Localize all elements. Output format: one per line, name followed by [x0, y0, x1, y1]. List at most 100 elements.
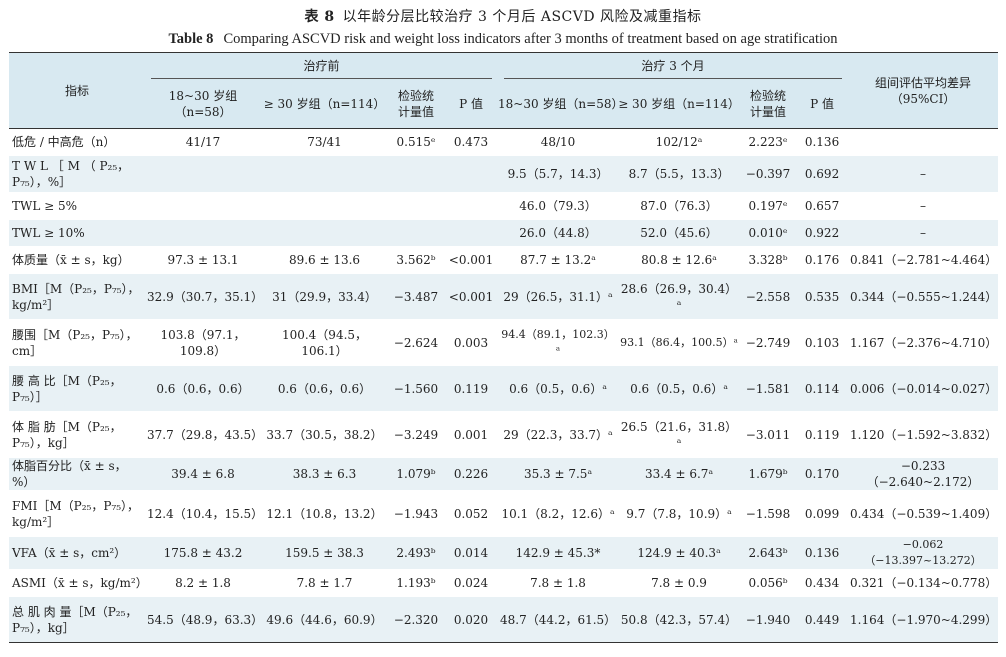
table-row-body-fat: 体 脂 肪［M（P₂₅，P₇₅），kg］ 37.7（29.8，43.5） 33.…	[9, 411, 999, 458]
cell-before-group-a	[145, 156, 261, 193]
cell-after-test-stat: 0.056ᵇ	[748, 576, 788, 590]
cell-after-group-b: 87.0（76.3）	[640, 199, 718, 213]
cell-before-group-a	[145, 193, 261, 220]
cell-before-p-value: 0.003	[453, 335, 489, 350]
cell-after-group-a: 29（26.5，31.1）ᵃ	[503, 289, 613, 304]
cell-mean-difference: 0.006（−0.014~0.027）	[850, 381, 998, 396]
cell-after-p-value: 0.136	[804, 546, 840, 560]
header-before-group-a: 18~30 岁组（n=58）	[145, 79, 261, 129]
cell-before-group-b: 33.7（30.5，38.2）	[266, 427, 383, 442]
cell-before-group-b: 73/41	[307, 135, 342, 149]
table-row-bmi: BMI［M（P₂₅，P₇₅），kg/m²］ 32.9（30.7，35.1） 31…	[9, 273, 999, 320]
cell-before-group-b	[261, 220, 388, 247]
row-label: 体 脂 肪［M（P₂₅，P₇₅），kg］	[12, 419, 122, 450]
cell-before-p-value	[444, 220, 498, 247]
cell-before-group-a: 175.8 ± 43.2	[163, 546, 243, 560]
cell-before-test-stat: 0.515ᵉ	[396, 135, 436, 149]
cell-mean-difference: −0.233（−2.640~2.172）	[866, 459, 980, 489]
cell-after-test-stat: 2.223ᵉ	[748, 135, 788, 149]
cell-after-p-value: 0.114	[804, 381, 840, 396]
cell-mean-difference: 0.344（−0.555~1.244）	[850, 289, 998, 304]
cell-after-test-stat: −3.011	[745, 427, 791, 442]
cell-after-group-a: 87.7 ± 13.2ᵃ	[520, 253, 596, 267]
cell-before-group-b: 38.3 ± 6.3	[292, 467, 357, 481]
cell-after-group-a: 46.0（79.3）	[519, 199, 597, 213]
cell-before-test-stat: −1.560	[393, 381, 439, 396]
row-label: 体脂百分比（x̄ ± s，%）	[12, 459, 127, 489]
header-after-group-a: 18~30 岁组（n=58）	[498, 79, 623, 129]
cell-before-group-a: 39.4 ± 6.8	[171, 467, 235, 481]
row-label: T W L ［ M （ P₂₅， P₇₅），%］	[12, 159, 130, 189]
table-number-cn: 表 8	[304, 9, 335, 25]
cell-mean-difference: 0.434（−0.539~1.409）	[850, 506, 998, 521]
cell-after-group-b: 28.6（26.9，30.4）ᵃ	[620, 281, 738, 312]
cell-after-test-stat: −0.397	[745, 167, 791, 181]
cell-before-p-value: 0.226	[453, 467, 489, 481]
cell-mean-difference: –	[920, 199, 927, 213]
cell-after-group-b: 93.1（86.4，100.5）ᵃ	[620, 335, 738, 349]
cell-mean-difference: 0.841（−2.781~4.464）	[850, 253, 998, 267]
table-row-twl: T W L ［ M （ P₂₅， P₇₅），%］ 9.5（5.7，14.3） 8…	[9, 155, 999, 193]
cell-mean-difference: 1.164（−1.970~4.299）	[850, 612, 998, 627]
cell-after-group-a: 35.3 ± 7.5ᵃ	[523, 467, 593, 481]
cell-after-group-a: 142.9 ± 45.3*	[515, 546, 601, 560]
cell-after-group-b: 52.0（45.6）	[640, 226, 718, 240]
cell-after-group-b: 102/12ᵃ	[655, 135, 703, 149]
cell-after-test-stat: 1.679ᵇ	[748, 467, 788, 481]
row-label: VFA（x̄ ± s，cm²）	[12, 546, 127, 560]
table-caption-cn: 以年龄分层比较治疗 3 个月后 ASCVD 风险及减重指标	[342, 9, 702, 25]
cell-after-group-a: 29（22.3，33.7）ᵃ	[503, 427, 613, 442]
cell-before-p-value: 0.001	[453, 427, 489, 442]
cell-before-test-stat: 3.562ᵇ	[396, 253, 436, 267]
header-indicator: 指标	[9, 52, 145, 129]
cell-before-p-value	[444, 156, 498, 193]
cell-after-p-value: 0.119	[804, 427, 840, 442]
cell-after-p-value: 0.176	[804, 253, 840, 267]
cell-before-group-a: 0.6（0.6，0.6）	[156, 381, 250, 396]
table-row-asmi: ASMI（x̄ ± s，kg/m²） 8.2 ± 1.8 7.8 ± 1.7 1…	[9, 569, 999, 597]
cell-after-test-stat: −1.581	[745, 381, 791, 396]
cell-before-group-a: 12.4（10.4，15.5）	[147, 506, 264, 521]
row-label: FMI［M（P₂₅，P₇₅），kg/m²］	[12, 498, 140, 529]
cell-after-test-stat: 2.643ᵇ	[748, 546, 788, 560]
row-label: 腰围［M（P₂₅，P₇₅），cm］	[12, 327, 138, 358]
header-mean-difference: 组间评估平均差异（95%CI）	[848, 52, 999, 129]
cell-before-p-value: <0.001	[448, 253, 494, 267]
cell-after-test-stat: 0.197ᵉ	[748, 199, 788, 213]
header-before-p-value: P 值	[444, 79, 499, 129]
row-label: BMI［M（P₂₅，P₇₅），kg/m²］	[12, 281, 140, 312]
cell-before-group-b: 159.5 ± 38.3	[285, 546, 364, 560]
table-number-en: Table 8	[168, 31, 214, 47]
cell-before-group-a	[145, 220, 261, 247]
row-label: 低危 / 中高危（n）	[12, 135, 116, 149]
cell-before-group-b: 100.4（94.5，106.1）	[281, 327, 368, 358]
cell-before-p-value: 0.052	[453, 506, 489, 521]
cell-mean-difference: 1.120（−1.592~3.832）	[850, 427, 998, 442]
cell-after-group-a: 48.7（44.2，61.5）	[500, 612, 617, 627]
cell-before-test-stat: 1.079ᵇ	[396, 467, 436, 481]
cell-before-group-b	[261, 156, 388, 193]
cell-after-group-a: 9.5（5.7，14.3）	[507, 167, 609, 181]
header-before-treatment: 治疗前	[145, 53, 498, 80]
cell-before-group-b: 31（29.9，33.4）	[272, 289, 377, 304]
cell-after-p-value: 0.170	[804, 467, 840, 481]
cell-after-group-b: 80.8 ± 12.6ᵃ	[641, 253, 717, 267]
cell-before-group-a: 41/17	[185, 135, 221, 149]
table-row-twl-10: TWL ≥ 10% 26.0（44.8） 52.0（45.6） 0.010ᵉ 0…	[9, 219, 999, 247]
row-label: ASMI（x̄ ± s，kg/m²）	[12, 576, 148, 590]
table-title-en: Table 8 Comparing ASCVD risk and weight l…	[0, 31, 1006, 48]
cell-before-test-stat: −2.320	[393, 612, 439, 627]
cell-after-test-stat: 0.010ᵉ	[748, 226, 788, 240]
cell-after-group-a: 94.4（89.1，102.3）ᵃ	[501, 327, 615, 357]
cell-before-test-stat	[388, 193, 444, 220]
header-after-test-stat: 检验统计量值	[740, 79, 797, 129]
cell-before-p-value: 0.020	[453, 612, 489, 627]
cell-after-group-b: 7.8 ± 0.9	[651, 576, 707, 590]
table-row-risk: 低危 / 中高危（n） 41/17 73/41 0.515ᵉ 0.473 48/…	[9, 128, 999, 156]
table-row-waist-height-ratio: 腰 高 比［M（P₂₅，P₇₅）］ 0.6（0.6，0.6） 0.6（0.6，0…	[9, 365, 999, 412]
cell-after-test-stat: −2.749	[745, 335, 791, 350]
cell-before-p-value	[444, 193, 498, 220]
cell-after-group-b: 33.4 ± 6.7ᵃ	[644, 467, 714, 481]
cell-before-group-a: 54.5（48.9，63.3）	[147, 612, 264, 627]
